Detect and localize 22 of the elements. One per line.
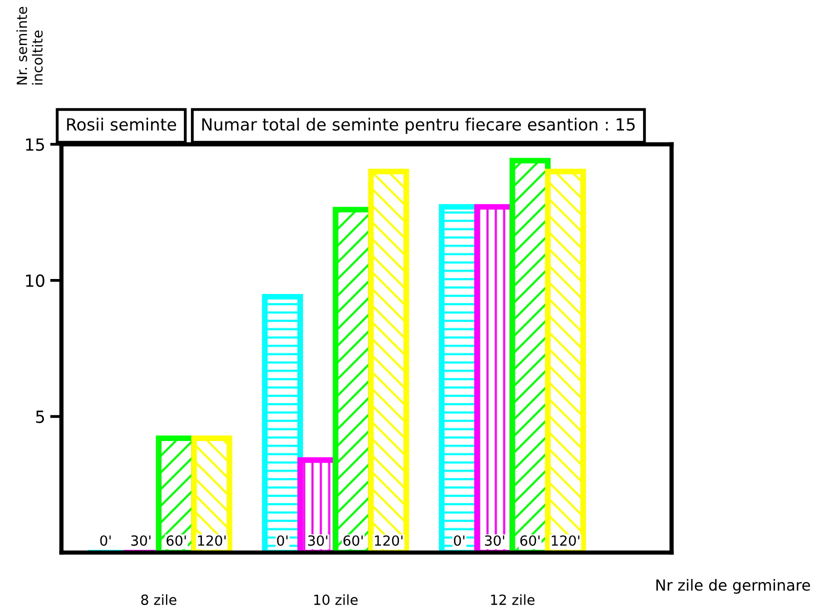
text: Numar total de seminte pentru fiecare esantion : 15	[202, 118, 635, 134]
series-label: 120'	[198, 535, 226, 546]
text: Rosii seminte	[67, 118, 176, 131]
text: 0'	[454, 535, 464, 546]
x-axis-title: Nr zile de germinare	[656, 578, 810, 594]
series-label: 0'	[100, 535, 111, 546]
text: 120'	[552, 535, 580, 546]
y-tick-label: 10	[26, 274, 44, 287]
y-axis-title: Nr. seminte incoltite	[16, 6, 43, 84]
x-tick-label: 12 zile	[491, 594, 534, 606]
series-label: 30'	[131, 535, 150, 546]
x-tick-label: 10 zile	[314, 594, 358, 606]
x-tick-label: 8 zile	[141, 594, 176, 606]
text: 60'	[343, 535, 363, 546]
y-tick-label: 15	[26, 138, 44, 151]
text: 30'	[485, 535, 504, 546]
text: 120'	[374, 535, 402, 546]
text: 60'	[520, 535, 540, 546]
series-label: 60'	[166, 535, 186, 546]
text: 0'	[277, 535, 288, 546]
y-tick-label: 5	[36, 410, 44, 424]
text: 30'	[308, 535, 328, 546]
